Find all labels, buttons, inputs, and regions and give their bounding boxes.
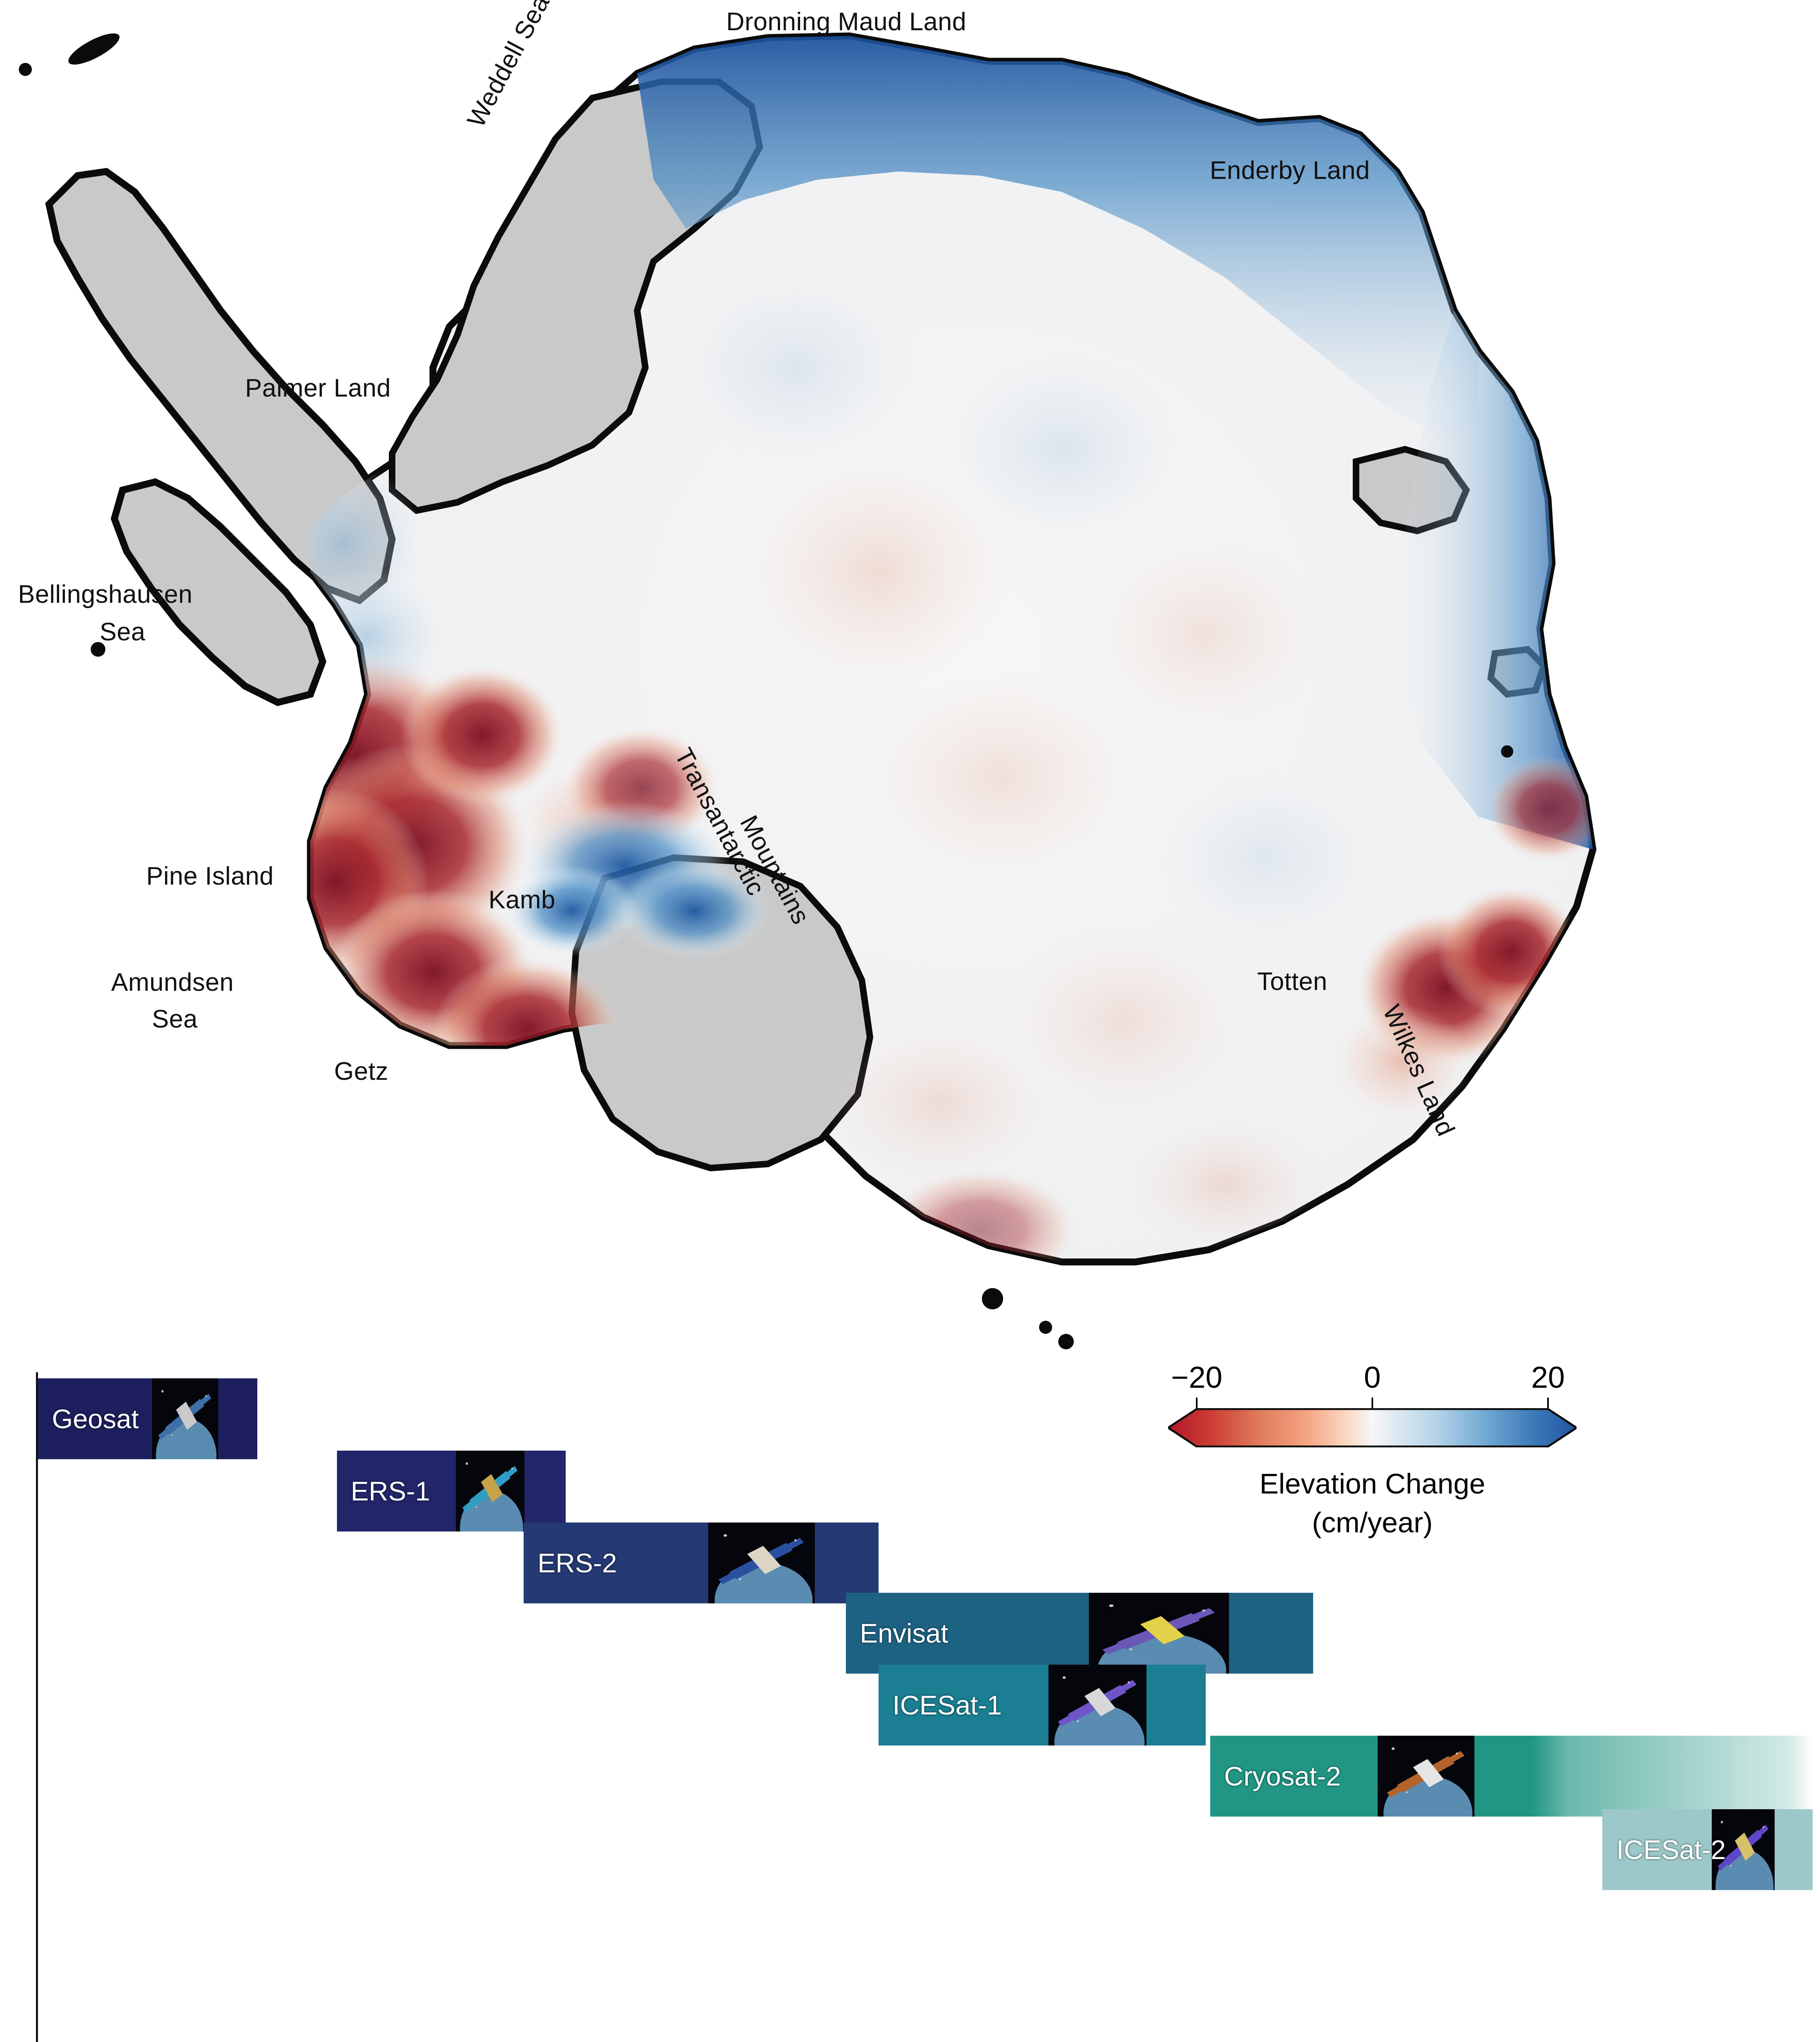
colorbar-tick-label-mid: 0 [1364, 1360, 1381, 1394]
mission-thumbnail-icesat-1 [1048, 1665, 1147, 1746]
colorbar-tick-label-min: −20 [1171, 1360, 1222, 1394]
antarctic-peninsula [45, 168, 396, 707]
map-canvas [19, 32, 1597, 1349]
mission-bar-fill [524, 1523, 879, 1603]
map-label-getz: Getz [334, 1057, 388, 1086]
mission-bar-fill [879, 1665, 1206, 1746]
map-label-amundsen-sea-second-line: Sea [152, 1005, 198, 1033]
mission-thumbnail-ers-2 [708, 1523, 815, 1603]
colorbar-tick-labels: −20 0 20 [1168, 1360, 1577, 1397]
map-label-bellingshausen-sea-second-line: Sea [100, 618, 145, 646]
mission-label: Envisat [860, 1618, 948, 1648]
mission-bar-cryosat-2[interactable]: Cryosat-2 [1210, 1736, 1813, 1817]
colorbar-bar-wrapper [1168, 1398, 1577, 1447]
timeline-plot-area: Geosat ERS-1 ERS-2 Envisat ICESat-1 Cryosat-2… [36, 1372, 1813, 2042]
colorbar-caption-line2: (cm/year) [1312, 1506, 1433, 1538]
mission-bar-geosat[interactable]: Geosat [38, 1378, 258, 1459]
map-label-pine-island: Pine Island [146, 862, 274, 890]
mission-bar-icesat-2[interactable]: ICESat-2 [1602, 1809, 1813, 1890]
colorbar-tick-label-max: 20 [1531, 1360, 1565, 1394]
mission-label: ERS-2 [538, 1548, 617, 1578]
map-label-amundsen: Amundsen [111, 968, 234, 996]
mission-thumbnail-ers-1 [456, 1451, 525, 1532]
mission-label: ERS-1 [350, 1476, 430, 1506]
satellite-mission-timeline: Geosat ERS-1 ERS-2 Envisat ICESat-1 Cryosat-2… [0, 1364, 1820, 2042]
map-label-dronning-maud-land: Dronning Maud Land [726, 8, 967, 36]
mission-bar-envisat[interactable]: Envisat [846, 1593, 1313, 1674]
map-label-kamb: Kamb [488, 886, 555, 914]
mission-bar-icesat-1[interactable]: ICESat-1 [879, 1665, 1206, 1746]
mission-label: Geosat [52, 1404, 139, 1434]
map-label-enderby-land: Enderby Land [1210, 156, 1370, 185]
mission-bar-fill [337, 1451, 566, 1532]
map-label-bellingshausen: Bellingshausen [18, 580, 193, 609]
colorbar-gradient-swatch [1168, 1408, 1577, 1447]
elevation-change-field [310, 36, 1593, 1262]
mission-bar-fill [846, 1593, 1313, 1674]
mission-bar-fill [1210, 1736, 1813, 1817]
mission-bar-ers-1[interactable]: ERS-1 [337, 1451, 566, 1532]
map-label-palmer-land: Palmer Land [245, 374, 391, 402]
mission-label: Cryosat-2 [1224, 1761, 1341, 1791]
colorbar-caption: Elevation Change (cm/year) [1168, 1465, 1577, 1542]
offshore-islands [19, 33, 1513, 1349]
mission-thumbnail-envisat [1088, 1593, 1229, 1674]
mission-bar-fill [1602, 1809, 1813, 1890]
colorbar-caption-line1: Elevation Change [1259, 1468, 1485, 1500]
mission-bar-fill [38, 1378, 258, 1459]
map-label-totten: Totten [1257, 967, 1327, 996]
mission-thumbnail-icesat-2 [1712, 1809, 1775, 1890]
mission-bar-ers-2[interactable]: ERS-2 [524, 1523, 879, 1603]
elevation-change-colorbar: −20 0 20 [1168, 1360, 1577, 1542]
antarctica-elevation-change-map: Dronning Maud Land Enderby Land Weddell … [18, 0, 1597, 1349]
mission-thumbnail-cryosat-2 [1378, 1736, 1474, 1817]
mission-thumbnail-geosat [152, 1378, 218, 1459]
mission-label: ICESat-1 [892, 1690, 1002, 1720]
colorbar-ticks [1168, 1398, 1577, 1408]
mission-label: ICESat-2 [1616, 1835, 1726, 1865]
